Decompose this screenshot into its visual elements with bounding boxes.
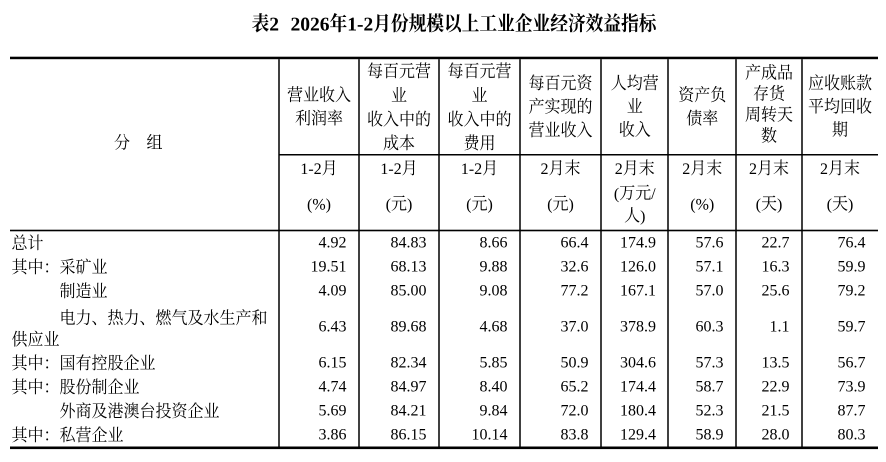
svg-text:58.9: 58.9 <box>696 427 724 444</box>
svg-text:32.6: 32.6 <box>561 259 589 276</box>
svg-text:87.7: 87.7 <box>838 403 866 420</box>
svg-text:57.0: 57.0 <box>696 283 724 300</box>
svg-text:9.08: 9.08 <box>480 283 508 300</box>
svg-text:22.9: 22.9 <box>762 379 790 396</box>
svg-text:72.0: 72.0 <box>561 403 589 420</box>
svg-text:1.1: 1.1 <box>770 319 790 336</box>
svg-text:50.9: 50.9 <box>561 355 589 372</box>
svg-text:13.5: 13.5 <box>762 355 790 372</box>
svg-text:28.0: 28.0 <box>762 427 790 444</box>
svg-text:8.66: 8.66 <box>480 235 508 252</box>
svg-text:83.8: 83.8 <box>561 427 589 444</box>
svg-text:76.4: 76.4 <box>838 235 866 252</box>
svg-text:9.84: 9.84 <box>480 403 508 420</box>
svg-text:86.15: 86.15 <box>391 427 427 444</box>
svg-text:37.0: 37.0 <box>561 319 589 336</box>
svg-text:174.9: 174.9 <box>620 235 656 252</box>
svg-text:77.2: 77.2 <box>561 283 589 300</box>
svg-text:5.85: 5.85 <box>480 355 508 372</box>
svg-text:4.74: 4.74 <box>319 379 347 396</box>
svg-text:59.7: 59.7 <box>838 319 866 336</box>
svg-text:3.86: 3.86 <box>319 427 347 444</box>
svg-text:82.34: 82.34 <box>391 355 427 372</box>
svg-text:57.1: 57.1 <box>696 259 724 276</box>
svg-text:4.92: 4.92 <box>319 235 347 252</box>
svg-text:65.2: 65.2 <box>561 379 589 396</box>
svg-text:68.13: 68.13 <box>391 259 427 276</box>
svg-text:129.4: 129.4 <box>620 427 656 444</box>
svg-text:22.7: 22.7 <box>762 235 790 252</box>
svg-text:378.9: 378.9 <box>620 319 656 336</box>
svg-text:80.3: 80.3 <box>838 427 866 444</box>
svg-text:4.09: 4.09 <box>319 283 347 300</box>
svg-text:89.68: 89.68 <box>391 319 427 336</box>
svg-text:21.5: 21.5 <box>762 403 790 420</box>
svg-text:52.3: 52.3 <box>696 403 724 420</box>
svg-text:167.1: 167.1 <box>620 283 656 300</box>
svg-text:58.7: 58.7 <box>696 379 724 396</box>
svg-text:60.3: 60.3 <box>696 319 724 336</box>
svg-text:84.83: 84.83 <box>391 235 427 252</box>
svg-text:59.9: 59.9 <box>838 259 866 276</box>
svg-text:6.15: 6.15 <box>319 355 347 372</box>
svg-text:126.0: 126.0 <box>620 259 656 276</box>
svg-text:4.68: 4.68 <box>480 319 508 336</box>
svg-text:304.6: 304.6 <box>620 355 656 372</box>
svg-text:16.3: 16.3 <box>762 259 790 276</box>
svg-text:8.40: 8.40 <box>480 379 508 396</box>
svg-text:180.4: 180.4 <box>620 403 656 420</box>
svg-text:19.51: 19.51 <box>311 259 347 276</box>
svg-text:85.00: 85.00 <box>391 283 427 300</box>
svg-text:25.6: 25.6 <box>762 283 790 300</box>
svg-text:56.7: 56.7 <box>838 355 866 372</box>
svg-text:9.88: 9.88 <box>480 259 508 276</box>
svg-text:174.4: 174.4 <box>620 379 656 396</box>
svg-text:66.4: 66.4 <box>561 235 589 252</box>
svg-text:79.2: 79.2 <box>838 283 866 300</box>
svg-text:6.43: 6.43 <box>319 319 347 336</box>
svg-text:57.6: 57.6 <box>696 235 724 252</box>
svg-text:57.3: 57.3 <box>696 355 724 372</box>
svg-text:84.21: 84.21 <box>391 403 427 420</box>
svg-text:10.14: 10.14 <box>472 427 508 444</box>
svg-text:73.9: 73.9 <box>838 379 866 396</box>
svg-text:5.69: 5.69 <box>319 403 347 420</box>
svg-text:84.97: 84.97 <box>391 379 427 396</box>
